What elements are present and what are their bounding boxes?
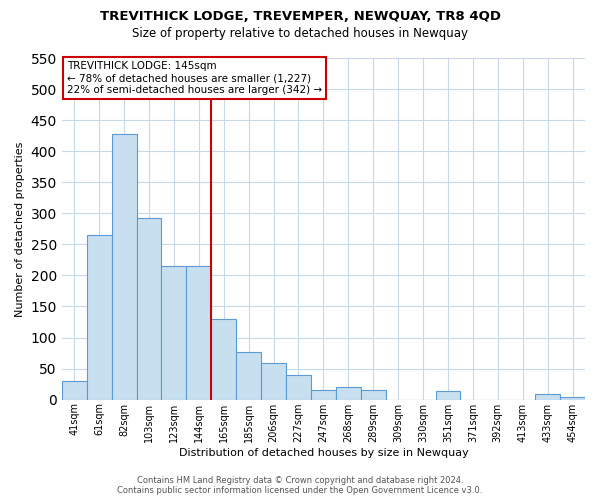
Bar bbox=[261, 363, 286, 400]
Bar bbox=[361, 390, 386, 400]
Bar bbox=[137, 218, 161, 400]
Y-axis label: Number of detached properties: Number of detached properties bbox=[15, 141, 25, 316]
Bar bbox=[236, 352, 261, 400]
Bar bbox=[211, 319, 236, 400]
Bar bbox=[436, 391, 460, 400]
Bar bbox=[336, 387, 361, 400]
Bar bbox=[187, 266, 211, 400]
Bar bbox=[560, 396, 585, 400]
Bar bbox=[62, 381, 87, 400]
Bar bbox=[311, 390, 336, 400]
Bar bbox=[87, 235, 112, 400]
X-axis label: Distribution of detached houses by size in Newquay: Distribution of detached houses by size … bbox=[179, 448, 468, 458]
Text: Contains HM Land Registry data © Crown copyright and database right 2024.
Contai: Contains HM Land Registry data © Crown c… bbox=[118, 476, 482, 495]
Text: Size of property relative to detached houses in Newquay: Size of property relative to detached ho… bbox=[132, 28, 468, 40]
Text: TREVITHICK LODGE, TREVEMPER, NEWQUAY, TR8 4QD: TREVITHICK LODGE, TREVEMPER, NEWQUAY, TR… bbox=[100, 10, 500, 23]
Bar bbox=[161, 266, 187, 400]
Bar bbox=[535, 394, 560, 400]
Bar bbox=[286, 375, 311, 400]
Bar bbox=[112, 134, 137, 400]
Text: TREVITHICK LODGE: 145sqm
← 78% of detached houses are smaller (1,227)
22% of sem: TREVITHICK LODGE: 145sqm ← 78% of detach… bbox=[67, 62, 322, 94]
